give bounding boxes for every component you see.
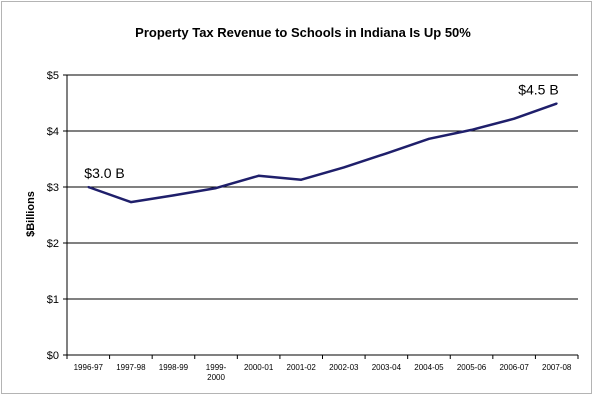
x-tick-label-line: 2003-04 xyxy=(372,363,402,372)
data-point xyxy=(257,174,260,177)
x-tick-label: 2004-05 xyxy=(414,363,444,372)
data-point xyxy=(342,166,345,169)
data-point xyxy=(87,186,90,188)
data-point xyxy=(385,152,388,155)
data-point xyxy=(427,137,430,140)
x-tick-label-line: 2006-07 xyxy=(499,363,529,372)
y-tick-label: $3 xyxy=(47,182,59,194)
x-tick-label: 2003-04 xyxy=(372,363,402,372)
chart-title: Property Tax Revenue to Schools in India… xyxy=(135,25,471,40)
x-tick-label-line: 2004-05 xyxy=(414,363,444,372)
x-tick-label-line: 1999- xyxy=(206,363,227,372)
x-tick-label: 1999-2000 xyxy=(206,363,227,382)
x-tick-label: 1997-98 xyxy=(116,363,146,372)
y-tick-label: $2 xyxy=(47,238,59,250)
x-tick-label: 2005-06 xyxy=(457,363,487,372)
x-tick-label: 2001-02 xyxy=(287,363,317,372)
data-point xyxy=(215,187,218,190)
x-tick-label: 2002-03 xyxy=(329,363,359,372)
x-tick-label: 1996-97 xyxy=(74,363,104,372)
x-tick-label-line: 2001-02 xyxy=(287,363,317,372)
x-tick-label-line: 2000-01 xyxy=(244,363,274,372)
data-point xyxy=(513,117,516,120)
data-point xyxy=(555,102,558,105)
axes xyxy=(63,74,579,359)
y-tick-label: $4 xyxy=(47,126,59,138)
data-point xyxy=(129,201,132,204)
x-tick-label-line: 1998-99 xyxy=(159,363,189,372)
y-tick-label: $0 xyxy=(47,350,59,362)
y-tick-label: $1 xyxy=(47,294,59,306)
x-tick-label-line: 2005-06 xyxy=(457,363,487,372)
data-label: $4.5 B xyxy=(518,82,558,98)
x-tick-label-line: 1996-97 xyxy=(74,363,104,372)
data-label: $3.0 B xyxy=(84,165,124,181)
y-axis-label: $Billions xyxy=(25,191,37,237)
data-point xyxy=(300,178,303,181)
x-tick-label: 2006-07 xyxy=(499,363,529,372)
x-tick-label-line: 2002-03 xyxy=(329,363,359,372)
x-tick-label-line: 2007-08 xyxy=(542,363,572,372)
annotations: $3.0 B $4.5 B xyxy=(84,82,558,181)
x-tick-label-line: 2000 xyxy=(207,373,225,382)
x-tick-label: 2000-01 xyxy=(244,363,274,372)
x-tick-label: 2007-08 xyxy=(542,363,572,372)
series-line xyxy=(87,102,558,204)
y-tick-label: $5 xyxy=(47,70,59,82)
gridlines xyxy=(67,74,578,300)
y-tick-labels: $0 $1 $2 $3 $4 $5 xyxy=(47,70,59,362)
x-tick-label: 1998-99 xyxy=(159,363,189,372)
x-tick-label-line: 1997-98 xyxy=(116,363,146,372)
data-point xyxy=(470,128,473,131)
x-tick-labels: 1996-97 1997-98 1998-99 1999-2000 2000-01 200… xyxy=(74,363,572,382)
data-point xyxy=(172,194,175,197)
series-revenue xyxy=(87,102,558,204)
